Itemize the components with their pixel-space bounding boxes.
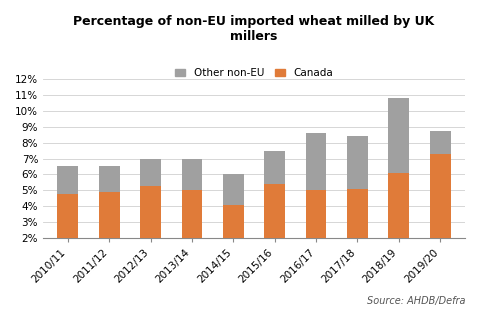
Bar (347, 136, 368, 189)
Bar (223, 175, 244, 205)
Bar (264, 150, 285, 184)
Bar (140, 159, 161, 186)
Bar (140, 186, 161, 238)
Bar (347, 189, 368, 238)
Bar (58, 167, 78, 193)
Bar (181, 190, 202, 238)
Bar (430, 154, 451, 238)
Legend: Other non-EU, Canada: Other non-EU, Canada (172, 65, 336, 81)
Bar (58, 193, 78, 238)
Bar (306, 190, 326, 238)
Bar (99, 192, 120, 238)
Bar (306, 133, 326, 190)
Bar (223, 205, 244, 238)
Bar (181, 159, 202, 190)
Bar (388, 98, 409, 173)
Bar (430, 131, 451, 154)
Bar (99, 167, 120, 192)
Text: Source: AHDB/Defra: Source: AHDB/Defra (367, 296, 466, 306)
Title: Percentage of non-EU imported wheat milled by UK
millers: Percentage of non-EU imported wheat mill… (73, 15, 434, 43)
Bar (264, 184, 285, 238)
Bar (388, 173, 409, 238)
